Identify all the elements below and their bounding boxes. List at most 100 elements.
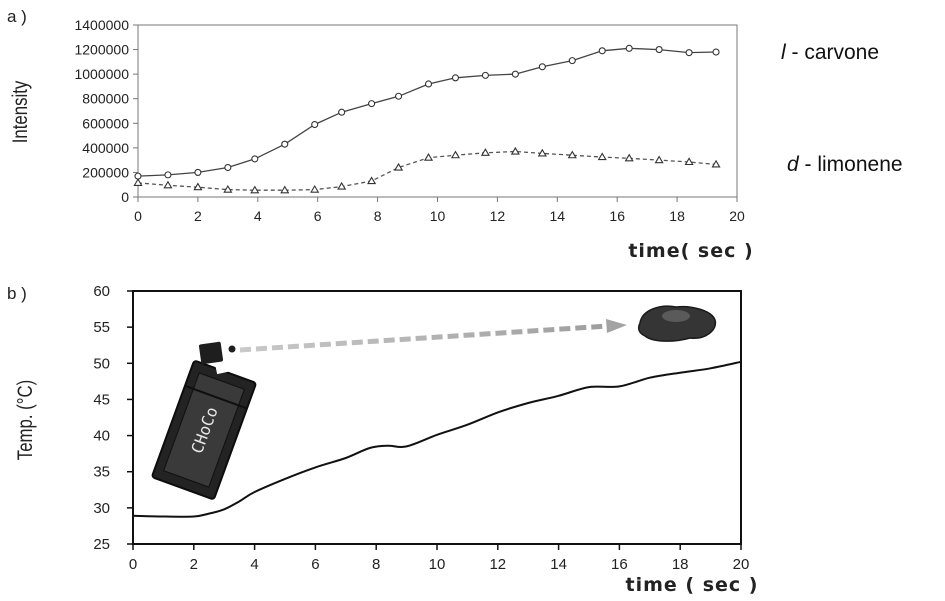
y-tick-label: 600000: [82, 115, 129, 131]
data-point-limonene: [450, 150, 461, 159]
x-tick-label: 12: [489, 556, 506, 573]
y-tick-label: 50: [93, 355, 110, 372]
data-point-carvone: [655, 46, 663, 54]
series-label-carvone: l - carvone: [781, 41, 879, 64]
x-tick-label: 16: [609, 208, 625, 224]
panel-a-series: [133, 44, 721, 194]
x-tick-label: 8: [374, 208, 382, 224]
chocolate-piece: [198, 341, 224, 365]
data-point-limonene: [537, 148, 547, 157]
series-label-limonene: d - limonene: [787, 153, 903, 176]
data-point-limonene: [133, 178, 143, 186]
x-tick-label: 20: [729, 208, 745, 224]
x-tick-label: 2: [190, 556, 198, 573]
data-point-limonene: [684, 157, 694, 166]
x-tick-label: 18: [672, 556, 689, 573]
x-tick-label: 14: [550, 556, 567, 573]
y-tick-label: 45: [93, 391, 110, 408]
y-tick-label: 800000: [82, 91, 129, 107]
series-label-limonene-name: - limonene: [799, 153, 903, 176]
data-point-carvone: [368, 100, 376, 108]
y-tick-label: 1000000: [74, 66, 129, 82]
x-tick-label: 20: [733, 556, 750, 573]
data-point-limonene: [597, 152, 607, 161]
melted-chocolate-illustration: [637, 305, 717, 342]
y-tick-label: 25: [93, 536, 110, 553]
temperature-line: [132, 360, 742, 518]
melting-arrow: [239, 319, 627, 353]
panel-b-y-axis-label: Temp. (°C): [14, 380, 37, 460]
y-tick-label: 1400000: [74, 17, 129, 33]
data-point-carvone: [194, 168, 202, 176]
data-point-limonene: [394, 162, 404, 171]
panel-b-label: b ): [7, 284, 27, 303]
x-tick-label: 6: [311, 556, 319, 573]
x-tick-label: 12: [490, 208, 506, 224]
panel-a-y-axis-label: Intensity: [9, 80, 32, 143]
data-point-carvone: [511, 70, 519, 78]
y-tick-label: 400000: [82, 140, 129, 156]
panel-b-y-ticks: 25 30 35 40 45 50 55 60: [93, 283, 133, 553]
data-point-carvone: [685, 49, 693, 57]
series-label-carvone-prefix: l: [781, 41, 787, 64]
data-point-limonene: [624, 153, 634, 162]
data-point-limonene: [223, 184, 233, 193]
x-tick-label: 2: [194, 208, 202, 224]
x-tick-label: 18: [669, 208, 685, 224]
y-tick-label: 55: [93, 319, 110, 336]
y-tick-label: 35: [93, 464, 110, 481]
data-point-limonene: [280, 185, 290, 194]
data-point-limonene: [567, 150, 577, 159]
panel-a-label: a ): [7, 7, 27, 26]
y-tick-label: 1200000: [74, 42, 129, 58]
data-point-carvone: [424, 80, 433, 88]
data-point-carvone: [598, 47, 606, 55]
y-tick-label: 0: [121, 189, 129, 205]
panel-b-series: [132, 360, 742, 518]
chocolate-break-gap: [215, 362, 229, 375]
melted-chocolate-highlight: [662, 310, 690, 322]
x-tick-label: 10: [430, 208, 446, 224]
series-label-carvone-name: - carvone: [786, 41, 879, 64]
x-tick-label: 0: [134, 208, 142, 224]
panel-b-x-ticks: 0 2 4 6 8 10 12 14 16 18 20: [129, 544, 750, 573]
x-tick-label: 16: [611, 556, 628, 573]
data-point-carvone: [625, 44, 633, 52]
x-tick-label: 4: [254, 208, 262, 224]
data-point-limonene: [163, 180, 173, 189]
y-tick-label: 30: [93, 500, 110, 517]
data-point-limonene: [510, 146, 520, 155]
data-point-limonene: [367, 176, 377, 185]
chocolate-crumb: [228, 345, 236, 353]
data-point-carvone: [568, 57, 576, 65]
x-tick-label: 8: [372, 556, 380, 573]
panel-b-x-axis-label: time ( sec ): [626, 574, 759, 596]
data-point-limonene: [310, 184, 320, 193]
data-point-carvone: [538, 63, 546, 71]
data-point-limonene: [654, 155, 664, 164]
panel-a-plot-frame: [137, 24, 738, 198]
arrow-head: [606, 319, 627, 333]
data-point-carvone: [164, 171, 172, 179]
y-tick-label: 40: [93, 428, 110, 445]
panel-a-y-ticks: 0 200000 400000 600000 800000 1000000 1200000 1…: [74, 17, 138, 205]
data-point-limonene: [711, 159, 721, 168]
x-tick-label: 10: [429, 556, 446, 573]
panel-a-x-ticks: 0 2 4 6 8 10 12 14 16 18 20: [134, 197, 745, 224]
data-point-carvone: [481, 71, 489, 79]
x-tick-label: 0: [129, 556, 137, 573]
data-point-limonene: [250, 185, 260, 194]
data-point-carvone: [712, 48, 720, 56]
data-point-carvone: [281, 140, 289, 148]
panel-a-x-axis-label: time( sec ): [628, 240, 753, 262]
series-label-limonene-prefix: d: [787, 153, 800, 176]
data-point-carvone: [251, 155, 259, 163]
data-point-limonene: [193, 182, 203, 191]
data-point-carvone: [338, 108, 346, 116]
melted-chocolate-puddle: [637, 305, 717, 342]
y-tick-label: 200000: [82, 164, 129, 180]
chocolate-bar-divider: [184, 384, 248, 410]
chocolate-bar-label-panel: [163, 372, 245, 488]
x-tick-label: 14: [550, 208, 566, 224]
